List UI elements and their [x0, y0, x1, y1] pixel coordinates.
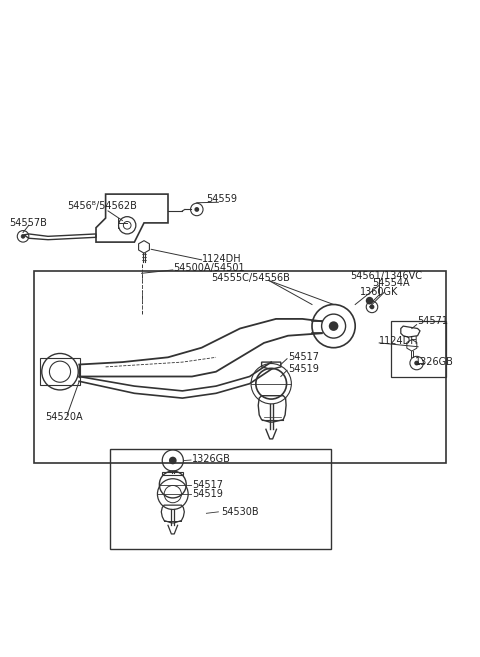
Text: 1326GB: 1326GB	[415, 357, 454, 367]
Circle shape	[370, 304, 374, 309]
Text: 1360GK: 1360GK	[360, 286, 398, 296]
Circle shape	[21, 235, 25, 238]
Bar	[391, 321, 446, 376]
Circle shape	[366, 297, 373, 304]
Text: 54500A/54501: 54500A/54501	[173, 263, 244, 273]
Circle shape	[169, 457, 177, 464]
Text: 54520A: 54520A	[46, 413, 83, 422]
Text: 54571: 54571	[418, 316, 449, 327]
Text: 54519: 54519	[192, 489, 223, 499]
Text: 54561/1346VC: 54561/1346VC	[350, 271, 422, 281]
Text: 54555C/54556B: 54555C/54556B	[211, 273, 290, 283]
Text: 5456ᴮ/54562B: 5456ᴮ/54562B	[67, 201, 137, 211]
Circle shape	[329, 321, 338, 331]
Bar	[34, 271, 446, 463]
Text: 1124DH: 1124DH	[379, 336, 419, 346]
Text: 54554A: 54554A	[372, 279, 409, 288]
Circle shape	[414, 361, 419, 365]
Text: 54530B: 54530B	[221, 507, 258, 517]
Text: 54519: 54519	[288, 364, 319, 374]
Circle shape	[194, 207, 199, 212]
Text: 54517: 54517	[288, 352, 319, 362]
Text: 54559: 54559	[206, 194, 238, 204]
Bar	[40, 358, 80, 385]
Text: 1124DH: 1124DH	[202, 254, 241, 264]
Bar	[110, 449, 331, 549]
Text: 54517: 54517	[192, 480, 223, 489]
Text: 1326GB: 1326GB	[192, 454, 231, 464]
Text: 54557B: 54557B	[10, 218, 48, 228]
